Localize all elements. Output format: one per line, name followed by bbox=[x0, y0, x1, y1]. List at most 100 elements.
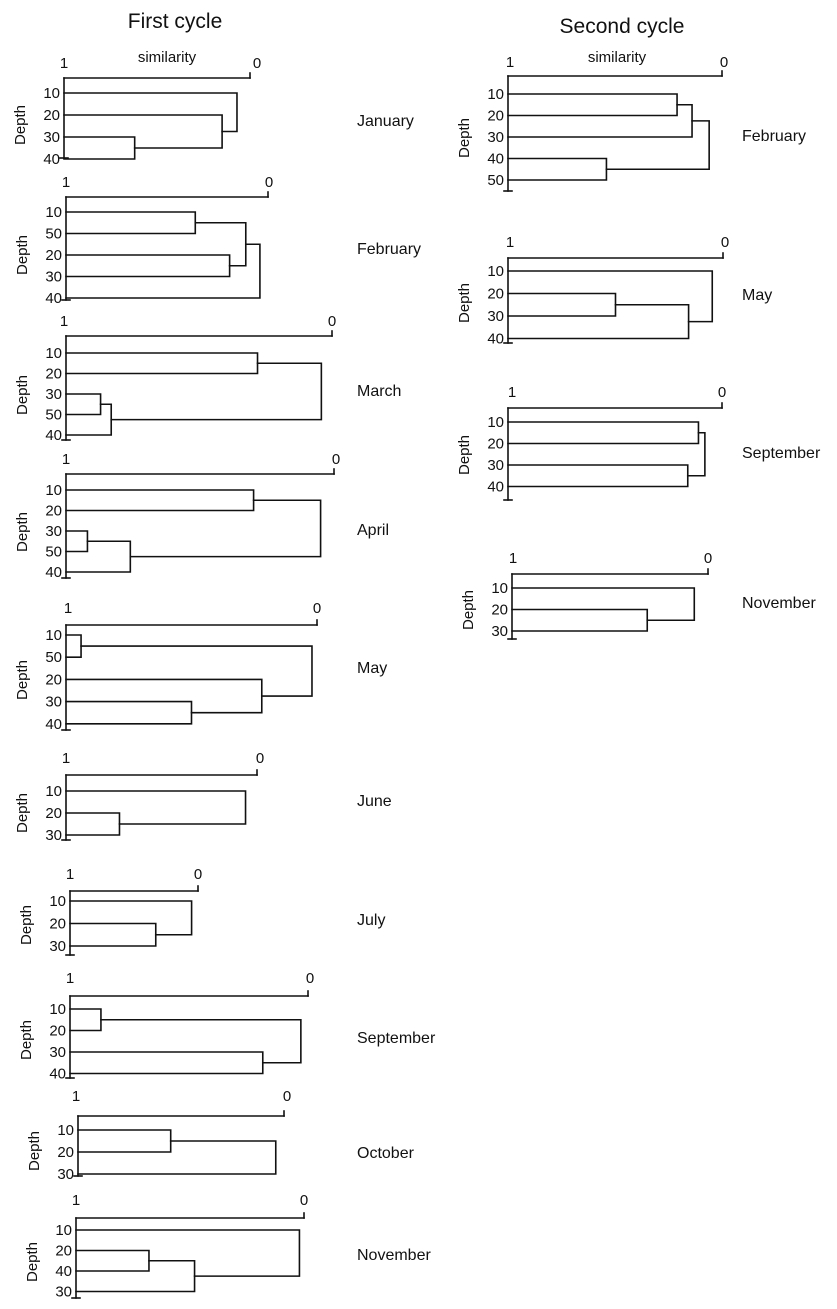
axis-label-zero: 0 bbox=[721, 234, 729, 251]
axis-label-zero: 0 bbox=[313, 600, 321, 617]
dendrogram-link-1 bbox=[65, 812, 121, 836]
dendrogram-link-3 bbox=[100, 1018, 302, 1064]
leaf-label-30: 30 bbox=[49, 938, 66, 955]
month-label: October bbox=[357, 1145, 415, 1162]
dendrogram-link-1 bbox=[65, 530, 89, 553]
leaf-label-30: 30 bbox=[45, 269, 62, 286]
dendrogram-link-3 bbox=[75, 1229, 301, 1277]
month-label: March bbox=[357, 383, 401, 400]
leaf-label-40: 40 bbox=[45, 427, 62, 444]
dendrogram-link-1 bbox=[65, 211, 197, 235]
similarity-label: similarity bbox=[588, 49, 647, 66]
dendrogram-link-4 bbox=[129, 499, 322, 558]
dendrogram-september: 1 0 September Depth 10 20 30 40 bbox=[18, 970, 436, 1083]
depth-axis-label: Depth bbox=[18, 1020, 35, 1060]
axis-label-zero: 0 bbox=[704, 550, 712, 567]
leaf-label-30: 30 bbox=[55, 1284, 72, 1301]
leaf-label-20: 20 bbox=[49, 1023, 66, 1040]
month-label: September bbox=[742, 445, 821, 462]
leaf-label-20: 20 bbox=[43, 107, 60, 124]
dendrogram-link-4 bbox=[65, 243, 261, 299]
axis-label-one: 1 bbox=[62, 451, 70, 468]
leaf-label-10: 10 bbox=[49, 893, 66, 910]
leaf-label-10: 10 bbox=[55, 1222, 72, 1239]
dendrogram-link-3 bbox=[507, 157, 608, 181]
depth-axis-label: Depth bbox=[12, 105, 29, 145]
leaf-label-10: 10 bbox=[45, 345, 62, 362]
month-label: June bbox=[357, 793, 392, 810]
leaf-label-20: 20 bbox=[55, 1243, 72, 1260]
depth-axis-label: Depth bbox=[460, 590, 477, 630]
dendrogram-link-2 bbox=[77, 1140, 277, 1175]
leaf-label-40: 40 bbox=[487, 151, 504, 168]
dendrogram-february-second-cycle: 1 0 February Depth 10 20 30 40 50 bbox=[456, 54, 806, 192]
leaf-label-20: 20 bbox=[487, 108, 504, 125]
leaf-label-30: 30 bbox=[45, 523, 62, 540]
axis-label-one: 1 bbox=[506, 234, 514, 251]
depth-axis-label: Depth bbox=[14, 375, 31, 415]
axis-label-zero: 0 bbox=[328, 313, 336, 330]
leaf-label-50: 50 bbox=[487, 172, 504, 189]
axis-label-zero: 0 bbox=[194, 866, 202, 883]
dendrogram-february: 1 0 February Depth 10 50 20 30 40 bbox=[14, 174, 421, 307]
dendrogram-link-4 bbox=[110, 362, 323, 421]
dendrogram-link-2 bbox=[507, 103, 693, 138]
dendrogram-link-4 bbox=[80, 645, 313, 697]
leaf-label-30: 30 bbox=[487, 457, 504, 474]
axis-label-one: 1 bbox=[64, 600, 72, 617]
month-label: April bbox=[357, 522, 389, 539]
dendrogram-link-1 bbox=[77, 1129, 172, 1153]
leaf-label-10: 10 bbox=[43, 85, 60, 102]
depth-axis-label: Depth bbox=[14, 660, 31, 700]
dendrogram-link-1 bbox=[507, 93, 678, 117]
axis-label-one: 1 bbox=[62, 174, 70, 191]
dendrogram-september-second-cycle: 1 0 September Depth 10 20 30 40 bbox=[456, 384, 821, 501]
leaf-label-20: 20 bbox=[45, 247, 62, 264]
depth-axis-label: Depth bbox=[18, 905, 35, 945]
leaf-label-40: 40 bbox=[43, 151, 60, 168]
dendrogram-link-1 bbox=[75, 1249, 150, 1272]
leaf-label-50: 50 bbox=[45, 226, 62, 243]
dendrogram-link-2 bbox=[65, 700, 193, 725]
leaf-label-40: 40 bbox=[45, 716, 62, 733]
axis-label-one: 1 bbox=[509, 550, 517, 567]
axis-label-zero: 0 bbox=[332, 451, 340, 468]
depth-axis-label: Depth bbox=[456, 118, 473, 158]
dendrogram-link-1 bbox=[63, 136, 136, 160]
axis-label-one: 1 bbox=[506, 54, 514, 71]
leaf-label-20: 20 bbox=[491, 602, 508, 619]
month-label: February bbox=[742, 128, 806, 145]
leaf-label-10: 10 bbox=[57, 1122, 74, 1139]
leaf-label-20: 20 bbox=[487, 436, 504, 453]
axis-label-one: 1 bbox=[508, 384, 516, 401]
month-label: September bbox=[357, 1030, 436, 1047]
dendrogram-link-2 bbox=[507, 464, 689, 488]
depth-axis-label: Depth bbox=[456, 435, 473, 475]
dendrogram-november: 1 0 November Depth 10 20 40 30 bbox=[24, 1192, 431, 1301]
leaf-label-30: 30 bbox=[45, 386, 62, 403]
depth-axis-label: Depth bbox=[14, 793, 31, 833]
dendrogram-link-2 bbox=[75, 1259, 196, 1293]
dendrogram-november-second-cycle: 1 0 November Depth 10 20 30 bbox=[460, 550, 816, 640]
dendrogram-link-2 bbox=[511, 587, 696, 622]
dendrogram-link-2 bbox=[507, 303, 690, 340]
leaf-label-20: 20 bbox=[45, 671, 62, 688]
leaf-label-40: 40 bbox=[49, 1066, 66, 1083]
month-label: July bbox=[357, 912, 385, 929]
month-label: November bbox=[357, 1247, 431, 1264]
leaf-label-10: 10 bbox=[487, 86, 504, 103]
axis-label-one: 1 bbox=[72, 1192, 80, 1209]
column-second-cycle: Second cycle similarity 1 0 February Dep… bbox=[456, 15, 821, 640]
dendrogram-link-3 bbox=[65, 678, 263, 714]
leaf-label-30: 30 bbox=[487, 308, 504, 325]
dendrogram-link-3 bbox=[65, 489, 255, 512]
month-label: February bbox=[357, 241, 421, 258]
leaf-label-10: 10 bbox=[45, 482, 62, 499]
axis-label-zero: 0 bbox=[306, 970, 314, 987]
dendrogram-january: 1 0 January Depth 10 20 30 40 bbox=[12, 55, 414, 168]
depth-axis-label: Depth bbox=[26, 1131, 43, 1171]
leaf-label-10: 10 bbox=[45, 783, 62, 800]
column-first-cycle: First cycle similarity 1 0 January Depth… bbox=[12, 10, 436, 1301]
leaf-label-40: 40 bbox=[487, 331, 504, 348]
